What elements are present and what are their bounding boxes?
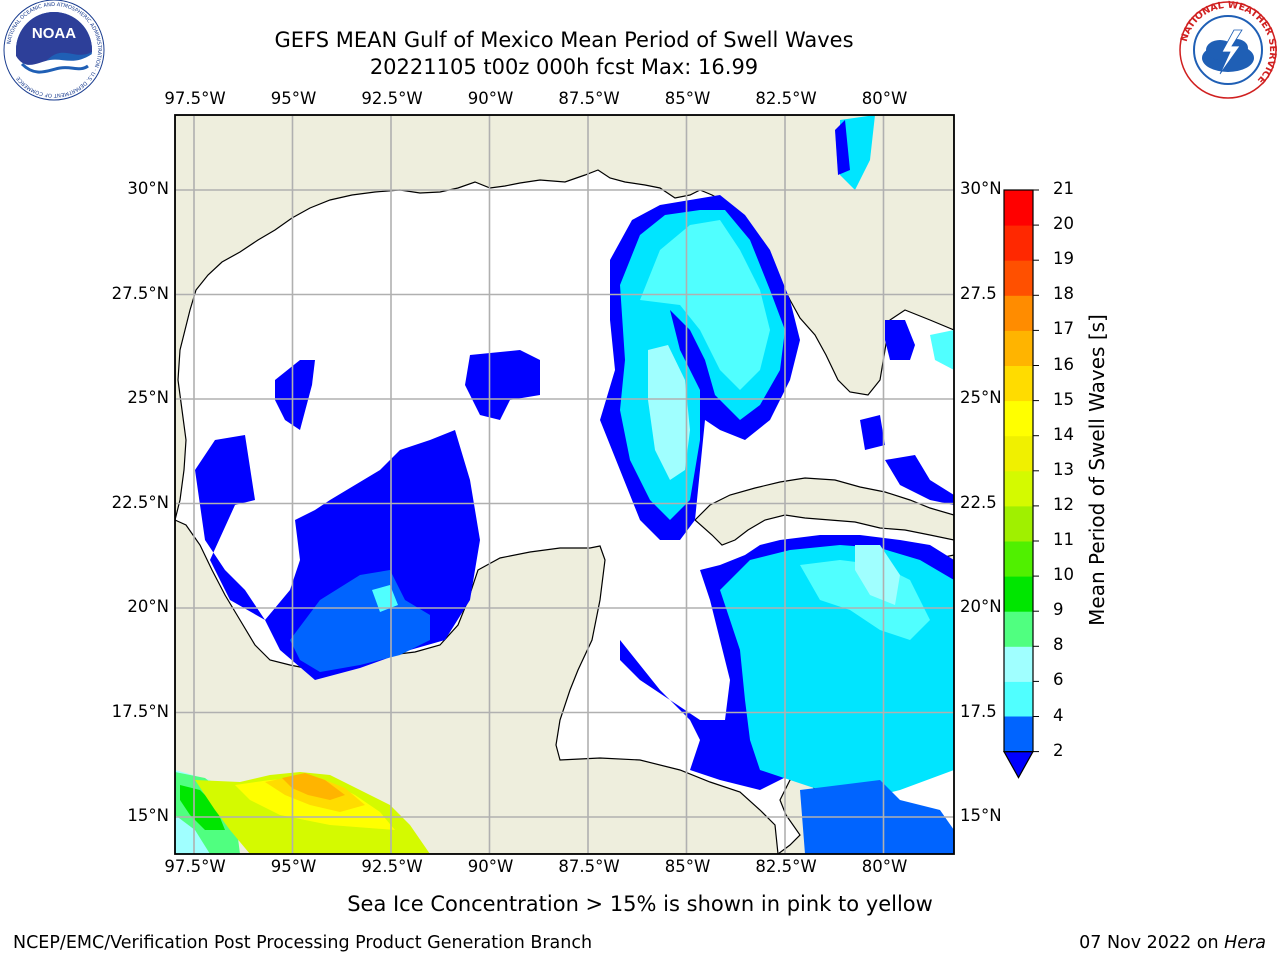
lat-tick-label-left: 22.5°N	[111, 492, 169, 512]
land-us-gulf-coast	[175, 115, 954, 521]
svg-text:NOAA: NOAA	[32, 25, 76, 42]
colorbar-tick-label: 4	[1053, 705, 1064, 725]
colorbar-tick-label: 21	[1053, 179, 1074, 198]
noaa-logo: NOAA NATIONAL OCEANIC AND ATMOSPHERIC AD…	[3, 0, 105, 101]
footer-branch: NCEP/EMC/Verification Post Processing Pr…	[13, 933, 593, 953]
colorbar-tick-label: 16	[1053, 354, 1074, 374]
footer-host: Hera	[1224, 933, 1266, 953]
lon-tick-label-bottom: 95°W	[270, 857, 317, 876]
map-title: GEFS MEAN Gulf of Mexico Mean Period of …	[274, 28, 854, 52]
colorbar-segment	[1004, 646, 1033, 682]
colorbar-segment	[1004, 611, 1033, 647]
lat-tick-label-left: 27.5°N	[111, 283, 169, 303]
colorbar-segment	[1004, 400, 1033, 437]
lat-tick-label-right: 27.5	[960, 283, 997, 303]
colorbar-tick-label: 2	[1053, 740, 1064, 760]
colorbar-tick-label: 11	[1053, 530, 1074, 549]
colorbar-segment	[1004, 435, 1033, 472]
lon-tick-label-top: 87.5°W	[558, 89, 620, 108]
colorbar-segment	[1004, 505, 1033, 542]
footer-date-text: 07 Nov 2022 on	[1079, 933, 1225, 953]
colorbar-tick-label: 17	[1053, 319, 1074, 339]
lat-tick-label-right: 15°N	[960, 806, 1002, 825]
colorbar-segment	[1004, 190, 1033, 226]
colorbar-under-extension	[1002, 751, 1035, 779]
lat-tick-label-left: 25°N	[127, 388, 169, 407]
colorbar-tick-label: 14	[1053, 424, 1074, 444]
lon-tick-label-top: 95°W	[270, 89, 317, 108]
colorbar-tick-label: 6	[1053, 670, 1064, 690]
lon-tick-label-top: 90°W	[467, 89, 514, 108]
colorbar-tick-label: 13	[1053, 459, 1074, 479]
lat-tick-label-right: 20°N	[960, 597, 1002, 616]
colorbar-segment	[1004, 470, 1033, 507]
colorbar-segment	[1004, 225, 1033, 261]
lat-tick-label-right: 17.5	[960, 701, 997, 721]
lon-tick-label-bottom: 85°W	[664, 857, 711, 876]
colorbar-segment	[1004, 260, 1033, 296]
land-mexico-central-america	[175, 519, 779, 854]
lon-tick-label-top: 85°W	[664, 89, 711, 108]
colorbar-segment	[1004, 576, 1033, 612]
lon-tick-label-top: 97.5°W	[164, 89, 226, 108]
colorbar-tick-label: 15	[1053, 389, 1074, 409]
footer-date: 07 Nov 2022 on Hera	[1079, 933, 1266, 953]
lat-tick-label-left: 15°N	[127, 806, 169, 825]
lat-tick-label-left: 20°N	[127, 597, 169, 616]
lat-tick-label-left: 17.5°N	[111, 701, 169, 721]
land-cuba	[694, 477, 954, 546]
colorbar-tick-label: 12	[1053, 494, 1074, 514]
colorbar-tick-label: 20	[1053, 214, 1074, 234]
colorbar-tick-label: 18	[1053, 284, 1074, 304]
lon-tick-label-bottom: 80°W	[861, 857, 908, 876]
nws-logo: NATIONAL WEATHER SERVICE	[1179, 0, 1278, 99]
colorbar-tick-label: 10	[1053, 565, 1074, 585]
lon-tick-label-top: 82.5°W	[755, 89, 817, 108]
map-subtitle: 20221105 t00z 000h fcst Max: 16.99	[369, 55, 759, 79]
lon-tick-label-top: 80°W	[861, 89, 908, 108]
colorbar-segment	[1004, 365, 1033, 402]
lon-tick-label-bottom: 87.5°W	[558, 857, 620, 876]
lat-tick-label-right: 22.5	[960, 492, 997, 512]
lon-tick-label-top: 92.5°W	[361, 89, 423, 108]
colorbar	[1002, 189, 1039, 779]
map-frame	[174, 114, 955, 855]
lon-tick-label-bottom: 97.5°W	[164, 857, 226, 876]
lon-tick-label-bottom: 82.5°W	[755, 857, 817, 876]
colorbar-label: Mean Period of Swell Waves [s]	[1085, 314, 1109, 626]
colorbar-segment	[1004, 541, 1033, 577]
lat-tick-label-left: 30°N	[127, 179, 169, 198]
colorbar-segment	[1004, 295, 1033, 331]
colorbar-segment	[1004, 330, 1033, 366]
colorbar-tick-label: 9	[1053, 600, 1064, 620]
lon-tick-label-bottom: 92.5°W	[361, 857, 423, 876]
lat-tick-label-right: 25°N	[960, 388, 1002, 407]
colorbar-segment	[1004, 716, 1033, 752]
colorbar-tick-label: 8	[1053, 635, 1064, 655]
lat-tick-label-right: 30°N	[960, 179, 1002, 198]
colorbar-tick-label: 19	[1053, 249, 1074, 269]
colorbar-segment	[1004, 681, 1033, 717]
lon-tick-label-bottom: 90°W	[467, 857, 514, 876]
graticule	[175, 115, 954, 854]
sea-ice-caption: Sea Ice Concentration > 15% is shown in …	[347, 892, 933, 916]
